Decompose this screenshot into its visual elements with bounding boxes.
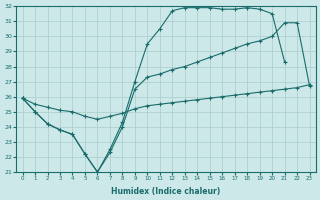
X-axis label: Humidex (Indice chaleur): Humidex (Indice chaleur)	[111, 187, 221, 196]
